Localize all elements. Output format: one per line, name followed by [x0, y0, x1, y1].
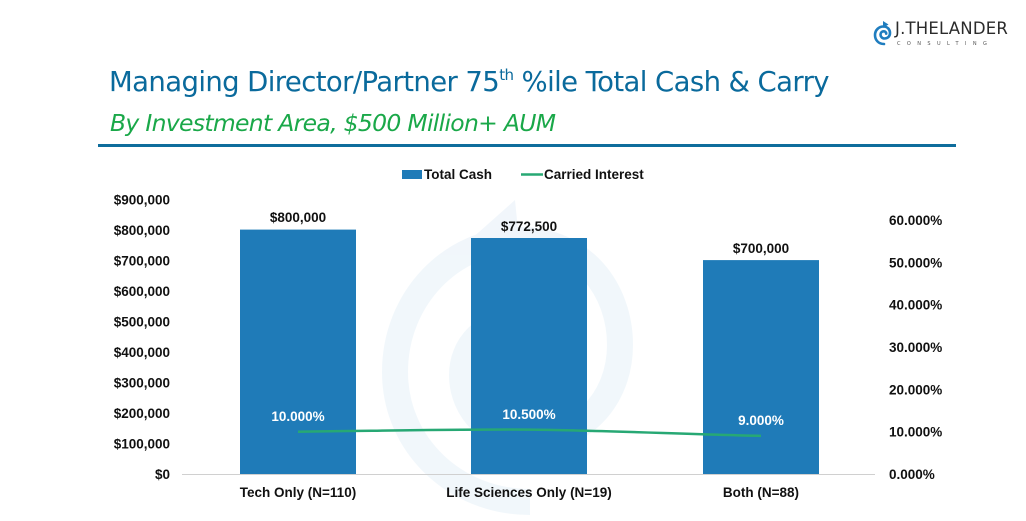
- title-main: Managing Director/Partner 75: [109, 66, 500, 98]
- category-label: Both (N=88): [723, 485, 799, 500]
- right-axis-tick: 20.000%: [889, 382, 942, 397]
- chart-legend: Total Cash Carried Interest: [402, 167, 644, 182]
- bar-label: $700,000: [733, 241, 789, 256]
- right-axis: 0.000% 10.000% 20.000% 30.000% 40.000% 5…: [889, 213, 942, 482]
- right-axis-tick: 40.000%: [889, 298, 942, 313]
- line-label: 10.500%: [502, 407, 555, 422]
- line-label: 10.000%: [271, 409, 324, 424]
- left-axis-tick: $600,000: [114, 284, 170, 299]
- page-subtitle: By Investment Area, $500 Million+ AUM: [110, 109, 556, 137]
- category-label: Life Sciences Only (N=19): [446, 485, 611, 500]
- left-axis-tick: $700,000: [114, 254, 170, 269]
- bar-tech-only[interactable]: [240, 229, 356, 474]
- left-axis-tick: $300,000: [114, 376, 170, 391]
- right-axis-tick: 30.000%: [889, 340, 942, 355]
- left-axis-tick: $200,000: [114, 406, 170, 421]
- right-axis-tick: 50.000%: [889, 255, 942, 270]
- title-suffix: %ile Total Cash & Carry: [513, 66, 830, 98]
- right-axis-tick: 0.000%: [889, 467, 935, 482]
- left-axis-tick: $0: [155, 467, 170, 482]
- right-axis-tick: 10.000%: [889, 425, 942, 440]
- legend-label-carried-interest: Carried Interest: [544, 167, 644, 182]
- title-superscript: th: [499, 66, 514, 84]
- left-axis-tick: $800,000: [114, 223, 170, 238]
- category-label: Tech Only (N=110): [240, 485, 356, 500]
- left-axis: $0 $100,000 $200,000 $300,000 $400,000 $…: [114, 193, 170, 483]
- watermark-logo-icon: [381, 200, 634, 515]
- legend-label-total-cash: Total Cash: [424, 167, 492, 182]
- bar-series-total-cash: [240, 229, 819, 474]
- page-title: Managing Director/Partner 75th %ile Tota…: [109, 66, 830, 98]
- line-series-carried-interest: [297, 428, 762, 438]
- bar-label: $772,500: [501, 219, 557, 234]
- logo-wordmark: J.THELANDER: [895, 19, 1009, 38]
- x-axis: Tech Only (N=110) Life Sciences Only (N=…: [240, 485, 799, 500]
- title-divider: [98, 144, 956, 147]
- left-axis-tick: $100,000: [114, 437, 170, 452]
- legend-swatch-total-cash: [402, 170, 422, 179]
- logo-tagline: CONSULTING: [897, 41, 994, 47]
- bar-label: $800,000: [270, 210, 326, 225]
- spiral-logo-icon: [873, 21, 892, 46]
- bar-life-sciences-only[interactable]: [471, 238, 587, 474]
- bar-value-labels: $800,000 $772,500 $700,000: [270, 210, 789, 256]
- company-logo: J.THELANDER CONSULTING: [873, 18, 1013, 48]
- line-label: 9.000%: [738, 413, 784, 428]
- left-axis-tick: $400,000: [114, 345, 170, 360]
- line-value-labels: 10.000% 10.500% 9.000%: [271, 407, 784, 428]
- left-axis-tick: $500,000: [114, 315, 170, 330]
- bar-both[interactable]: [703, 260, 819, 474]
- right-axis-tick: 60.000%: [889, 213, 942, 228]
- left-axis-tick: $900,000: [114, 193, 170, 208]
